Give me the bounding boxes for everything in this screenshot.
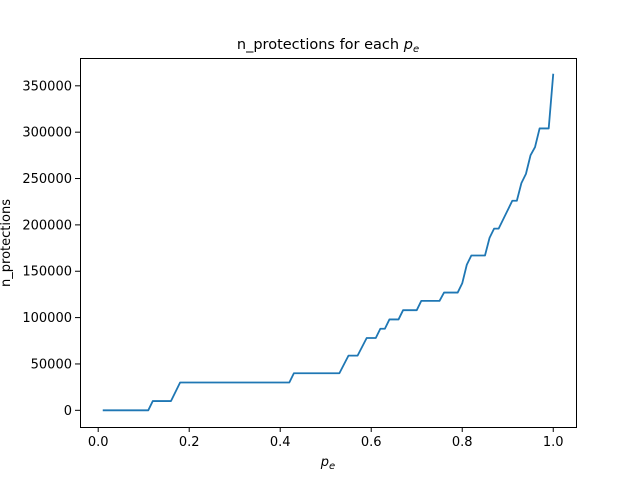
chart-title-text: n_protections for each	[237, 37, 404, 53]
x-tick-label: 0.4	[270, 435, 291, 450]
y-tick-label: 150000	[22, 265, 72, 280]
y-tick-label: 100000	[22, 311, 72, 326]
x-tick-label: 0.0	[88, 435, 109, 450]
y-tick-label: 0	[64, 404, 72, 419]
chart-title-math-sub: e	[413, 44, 419, 55]
x-tick-label: 0.2	[179, 435, 200, 450]
chart-title: n_protections for each pe	[237, 37, 419, 55]
y-tick-label: 200000	[22, 218, 72, 233]
y-tick-label: 300000	[22, 126, 72, 141]
y-tick-label: 350000	[22, 79, 72, 94]
y-tick-label: 50000	[31, 357, 72, 372]
x-axis: 0.0 0.2 0.4 0.6 0.8 1.0	[88, 427, 564, 450]
x-tick-label: 0.8	[452, 435, 473, 450]
x-axis-label-sub: e	[329, 461, 335, 472]
axes-frame	[80, 58, 577, 428]
x-axis-label: pe	[320, 455, 335, 472]
chart-title-math: p	[403, 37, 413, 53]
x-axis-label-base: p	[320, 455, 329, 470]
y-axis-label: n_protections	[0, 199, 14, 287]
x-tick-label: 1.0	[543, 435, 564, 450]
plot-area	[102, 73, 555, 412]
y-tick-label: 250000	[22, 172, 72, 187]
series-line-0	[102, 73, 555, 412]
x-tick-label: 0.6	[361, 435, 382, 450]
y-axis: 0 50000 100000 150000 200000 250000 300000 3500…	[22, 79, 80, 419]
